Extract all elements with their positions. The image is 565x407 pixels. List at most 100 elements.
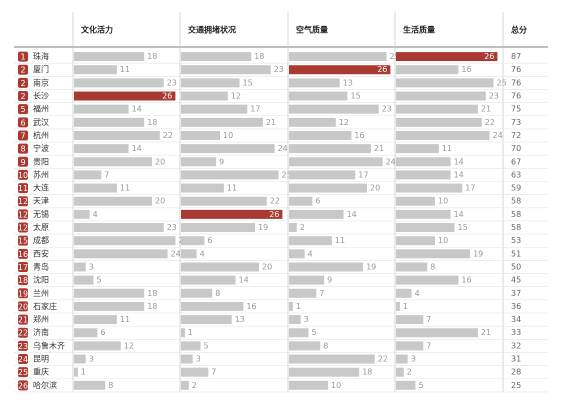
- score-bar: [74, 341, 121, 351]
- score-label: 7: [426, 315, 431, 324]
- score-label: 2: [192, 381, 197, 390]
- score-bar: [396, 78, 494, 88]
- rank: 25: [18, 368, 28, 377]
- score-bar: [181, 288, 213, 298]
- score-label: 26: [269, 210, 279, 219]
- score-bar: [181, 236, 205, 246]
- total: 53: [511, 236, 521, 245]
- score-bar: [74, 236, 176, 246]
- total: 32: [511, 341, 521, 350]
- score-bar: [181, 117, 263, 127]
- score-label: 1: [81, 368, 86, 377]
- score-label: 14: [132, 144, 142, 153]
- rank-badge: [18, 77, 28, 88]
- score-bar: [396, 196, 435, 206]
- rank-badge: [18, 143, 28, 154]
- score-label: 8: [215, 289, 220, 298]
- city: 济南: [33, 327, 49, 337]
- score-label: 20: [370, 184, 380, 193]
- score-label: 7: [211, 368, 216, 377]
- total: 67: [511, 157, 521, 166]
- score-label: 11: [120, 65, 130, 74]
- score-bar: [181, 52, 252, 62]
- score-bar: [289, 288, 317, 298]
- city: 无锡: [33, 210, 49, 219]
- rank: 9: [20, 158, 25, 167]
- score-bar: [74, 104, 129, 114]
- score-label: 4: [93, 210, 98, 219]
- score-bar: [289, 65, 391, 75]
- score-label: 10: [331, 381, 341, 390]
- score-label: 23: [167, 78, 177, 87]
- city: 太原: [33, 222, 49, 232]
- score-bar: [396, 275, 459, 285]
- score-bar: [181, 354, 193, 364]
- score-label: 14: [454, 210, 464, 219]
- score-label: 5: [204, 341, 209, 350]
- score-bar: [289, 183, 367, 193]
- score-bar: [289, 144, 371, 154]
- rank: 11: [18, 184, 28, 193]
- score-bar: [396, 104, 478, 114]
- score-bar: [181, 91, 228, 101]
- score-bar: [74, 196, 152, 206]
- score-bar: [181, 315, 232, 325]
- score-bar: [396, 52, 498, 62]
- score-label: 21: [481, 105, 491, 114]
- score-label: 7: [426, 341, 431, 350]
- total: 73: [511, 118, 521, 127]
- score-bar: [181, 262, 259, 272]
- score-bar: [396, 367, 404, 377]
- score-bar: [289, 104, 379, 114]
- rank-badge: [18, 340, 28, 351]
- score-label: 18: [147, 302, 157, 311]
- rank-badge: [18, 288, 28, 299]
- score-bar: [74, 91, 176, 101]
- score-label: 13: [343, 78, 353, 87]
- rank: 7: [20, 131, 25, 140]
- score-label: 16: [461, 65, 471, 74]
- score-bar: [289, 249, 305, 259]
- score-bar: [74, 354, 86, 364]
- score-bar: [181, 144, 275, 154]
- rank: 12: [18, 224, 28, 233]
- rank: 10: [18, 171, 28, 180]
- score-bar: [289, 301, 293, 311]
- score-bar: [74, 315, 117, 325]
- total: 50: [511, 262, 521, 271]
- city: 武汉: [33, 117, 49, 127]
- rank: 2: [20, 92, 25, 101]
- score-label: 11: [442, 144, 452, 153]
- score-bar: [396, 65, 459, 75]
- score-bar: [74, 170, 102, 180]
- score-bar: [74, 78, 164, 88]
- score-bar: [289, 275, 325, 285]
- score-label: 8: [430, 262, 435, 271]
- score-bar: [289, 170, 356, 180]
- rank-badge: [18, 169, 28, 180]
- city: 杭州: [33, 130, 49, 140]
- score-bar: [396, 288, 412, 298]
- rank-badge: [18, 51, 28, 62]
- score-label: 25: [390, 52, 400, 61]
- score-bar: [74, 183, 117, 193]
- rank: 17: [18, 263, 28, 272]
- score-bar: [289, 91, 348, 101]
- score-bar: [181, 170, 279, 180]
- score-label: 4: [415, 289, 420, 298]
- score-bar: [74, 157, 152, 167]
- score-label: 23: [274, 65, 284, 74]
- score-bar: [181, 65, 271, 75]
- score-label: 12: [124, 341, 134, 350]
- rank: 8: [20, 145, 25, 154]
- score-label: 19: [366, 262, 376, 271]
- city: 福州: [33, 105, 49, 114]
- city: 长沙: [33, 91, 49, 101]
- score-label: 14: [239, 276, 249, 285]
- rank: 2: [20, 66, 25, 75]
- score-label: 23: [167, 223, 177, 232]
- score-label: 15: [458, 223, 468, 232]
- city: 厦门: [33, 64, 49, 74]
- score-label: 14: [347, 210, 357, 219]
